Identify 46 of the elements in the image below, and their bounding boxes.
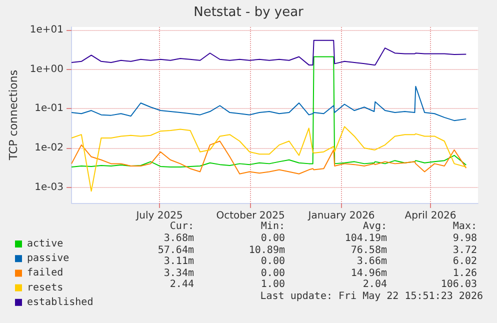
y-tick-label: 1e-03 bbox=[34, 182, 64, 193]
text: 2.44 bbox=[170, 279, 194, 290]
text: 10.89m bbox=[248, 244, 285, 256]
text: Min: bbox=[260, 221, 285, 232]
text: 14.96m bbox=[350, 268, 387, 279]
line-series bbox=[71, 56, 467, 168]
text: 104.19m bbox=[344, 233, 387, 244]
y-axis-title: TCP connections bbox=[7, 70, 20, 162]
legend-label: failed bbox=[27, 268, 64, 279]
text: Cur: bbox=[170, 221, 194, 232]
text: 106.03 bbox=[440, 279, 477, 290]
text: 1.00 bbox=[260, 279, 285, 290]
text: 0.00 bbox=[260, 233, 285, 244]
text: Last update: Fri May 22 15:51:23 2026 bbox=[260, 291, 483, 302]
x-tick-label: April 2026 bbox=[404, 210, 456, 222]
chart-title: Netstat - by year bbox=[194, 5, 304, 20]
legend-label: active bbox=[27, 238, 64, 250]
line-series bbox=[71, 126, 467, 192]
text: 3.72 bbox=[452, 244, 477, 256]
x-tick-label: January 2026 bbox=[307, 210, 375, 222]
text: 1.26 bbox=[452, 268, 477, 279]
text: 0.00 bbox=[260, 268, 285, 279]
x-tick-label: July 2025 bbox=[135, 210, 183, 222]
text: 9.98 bbox=[452, 233, 477, 244]
legend-label: resets bbox=[27, 282, 64, 294]
x-tick-label: October 2025 bbox=[216, 210, 285, 222]
text: 2.04 bbox=[362, 279, 387, 290]
legend-label: established bbox=[27, 296, 94, 308]
y-tick-label: 1e-01 bbox=[34, 103, 64, 114]
text: 3.68m bbox=[164, 233, 194, 244]
text: 6.02 bbox=[452, 256, 477, 268]
text: Avg: bbox=[362, 221, 387, 232]
y-tick-label: 1e-02 bbox=[34, 142, 64, 154]
line-series bbox=[71, 140, 467, 174]
text: 57.64m bbox=[158, 244, 194, 256]
line-series bbox=[71, 86, 467, 122]
y-tick-label: 1e+00 bbox=[30, 64, 64, 75]
legend-label: passive bbox=[27, 253, 70, 264]
text: Max: bbox=[452, 221, 477, 232]
text: 3.11m bbox=[164, 256, 194, 268]
line-series bbox=[71, 40, 467, 66]
text: 3.34m bbox=[164, 268, 194, 279]
text: 0.00 bbox=[260, 256, 285, 268]
text: 3.66m bbox=[356, 256, 387, 268]
y-tick-label: 1e+01 bbox=[30, 24, 64, 36]
text: 76.58m bbox=[350, 244, 387, 256]
